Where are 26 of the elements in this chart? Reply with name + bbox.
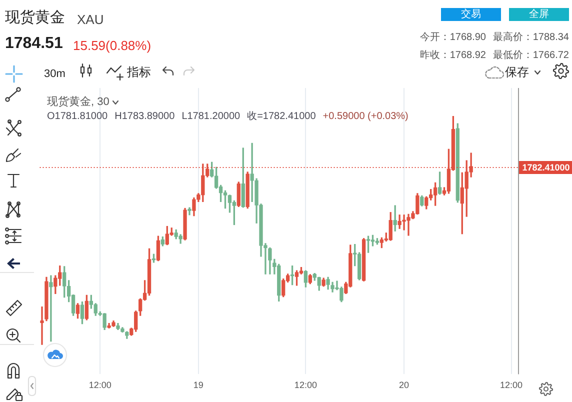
annotation: O1781.81000 [47, 111, 108, 122]
text: 15.59(0.88%) [73, 38, 152, 53]
text: 现货黄金, 30 [47, 96, 110, 108]
x-tick-label: 12:00 [294, 380, 317, 390]
text: 今开：1768.90 [420, 32, 486, 43]
x-tick-label: 12:00 [500, 380, 523, 390]
chart-title: 现货黄金 [5, 9, 65, 26]
text: 最低价：1766.72 [492, 50, 569, 61]
annotation: H1783.89000 [114, 111, 175, 122]
text: 最高价：1788.34 [492, 32, 569, 43]
annotation: 收=1782.41000 [247, 111, 316, 122]
text: XAU [77, 12, 104, 27]
annotation: +0.59000 (+0.03%) [322, 111, 408, 122]
text: 昨收：1768.92 [420, 50, 486, 61]
text: 指标 [127, 65, 151, 79]
text: 1782.41000 [522, 162, 570, 172]
x-tick-label: 20 [399, 380, 410, 390]
button: 交易 [441, 8, 501, 21]
text: 30m [44, 68, 66, 80]
candlestick [49, 275, 53, 342]
button: 全屏 [509, 8, 569, 21]
x-tick-label: 19 [193, 380, 204, 390]
text: 保存 [505, 65, 529, 79]
x-tick-label: 12:00 [88, 380, 112, 390]
text: 1784.51 [5, 35, 63, 52]
annotation: L1781.20000 [182, 111, 240, 122]
